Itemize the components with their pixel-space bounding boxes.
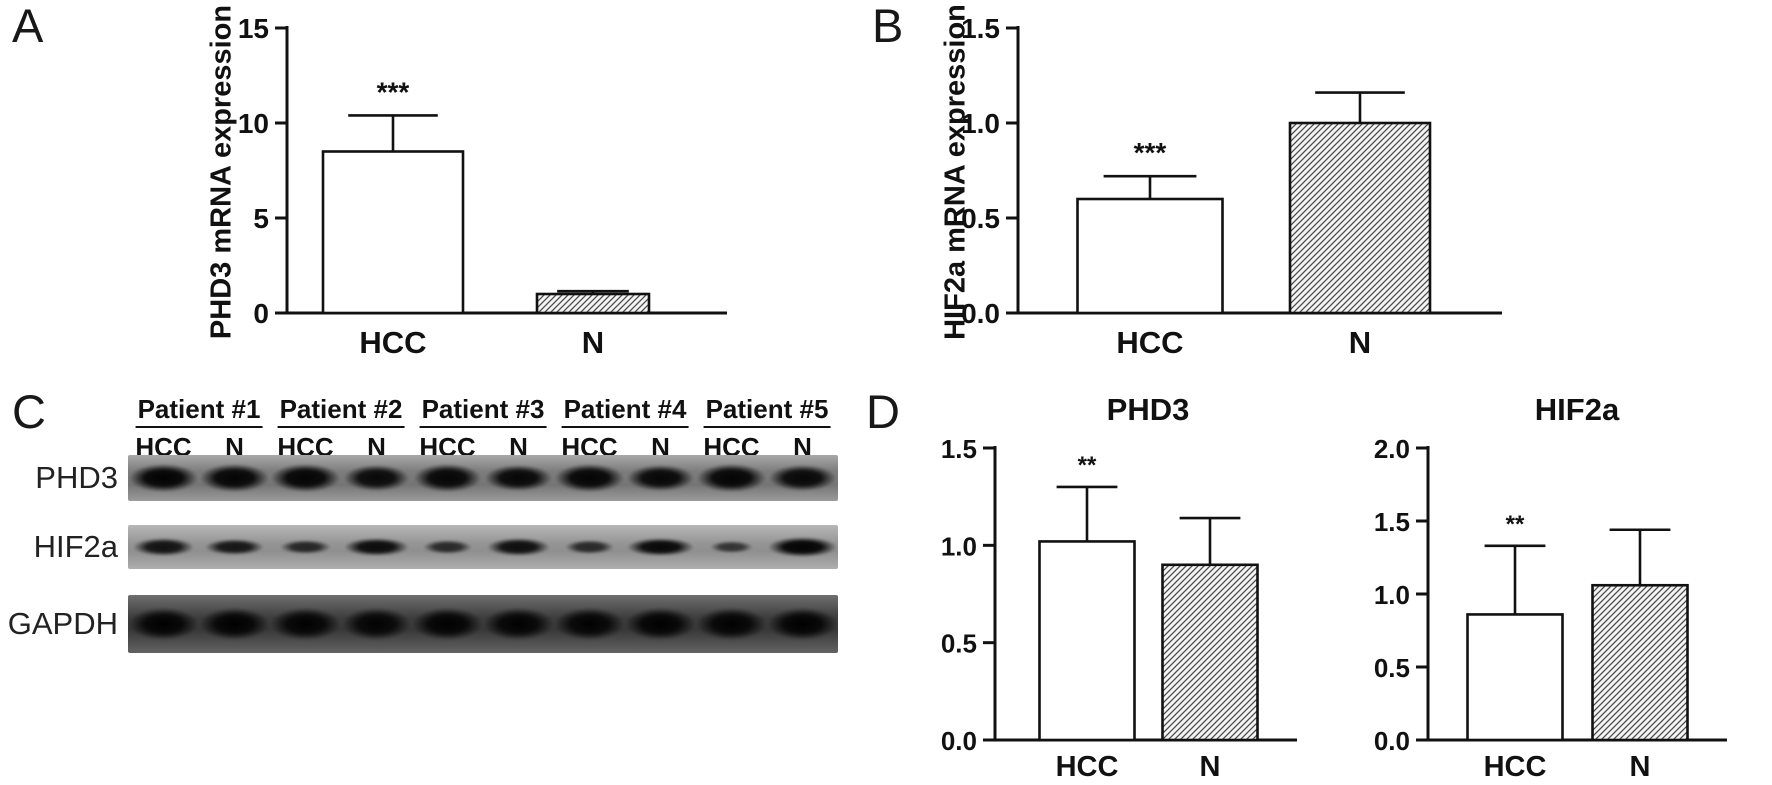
panel-c-letter: C [12, 385, 46, 438]
blot-band [627, 464, 694, 492]
blot-band [565, 539, 614, 555]
svg-text:15: 15 [238, 13, 269, 44]
svg-text:0.0: 0.0 [961, 298, 1000, 329]
blot-patient-label: Patient #3 [419, 394, 547, 428]
blot-band [554, 608, 625, 640]
panel-a-letter: A [12, 0, 44, 52]
svg-text:2.0: 2.0 [1374, 434, 1410, 464]
svg-text:**: ** [1506, 511, 1525, 538]
svg-text:1.5: 1.5 [961, 13, 1000, 44]
blot-band [485, 464, 552, 492]
blot-band [423, 539, 472, 555]
blot-band [132, 538, 195, 556]
blot-band [413, 464, 482, 492]
blot-band [626, 537, 695, 557]
blot-patient-label: Patient #1 [135, 394, 263, 428]
blot-band [484, 608, 553, 640]
panel-b-bar-chart: 0.0 0.5 1.0 1.5 *** HCC N [961, 13, 1502, 360]
blot-band [555, 464, 624, 492]
svg-text:N: N [582, 325, 604, 360]
svg-text:***: *** [1134, 137, 1167, 168]
svg-text:N: N [1630, 751, 1651, 783]
svg-text:0: 0 [253, 298, 269, 329]
blot-band [342, 608, 411, 640]
blot-band [769, 464, 836, 492]
svg-text:***: *** [377, 76, 410, 107]
blot-strip-phd3 [128, 455, 838, 501]
svg-text:HCC: HCC [359, 325, 426, 360]
svg-text:1.0: 1.0 [1374, 580, 1410, 610]
blot-band [280, 539, 331, 555]
blot-strip-gapdh [128, 595, 838, 653]
blot-band [128, 607, 199, 641]
svg-text:1.5: 1.5 [941, 434, 977, 464]
panel-d-phd3-title: PHD3 [1106, 392, 1190, 427]
blot-patient-label: Patient #2 [277, 394, 405, 428]
svg-text:1.5: 1.5 [1374, 507, 1410, 537]
blot-band [200, 464, 269, 492]
svg-text:N: N [1349, 325, 1371, 360]
svg-text:1.0: 1.0 [961, 108, 1000, 139]
panel-d-hif2a-bar-chart: 0.0 0.5 1.0 1.5 2.0 ** HCC N [1374, 434, 1727, 783]
svg-text:HCC: HCC [1056, 751, 1119, 783]
blot-band [204, 538, 265, 556]
blot-band [486, 538, 551, 556]
svg-text:0.0: 0.0 [941, 726, 977, 756]
blot-patient-label: Patient #4 [561, 394, 689, 428]
blot-strip-hif2a [128, 525, 838, 569]
blot-band [271, 608, 340, 640]
blot-band [625, 607, 696, 641]
blot-band [710, 540, 753, 554]
svg-text:1.0: 1.0 [941, 531, 977, 561]
svg-text:HCC: HCC [1116, 325, 1183, 360]
svg-text:0.5: 0.5 [1374, 653, 1410, 683]
blot-row-label-gapdh: GAPDH [7, 606, 118, 641]
blot-band [270, 464, 341, 492]
svg-text:0.5: 0.5 [961, 203, 1000, 234]
blot-band [343, 464, 410, 492]
blot-band [343, 537, 410, 557]
blot-row-label-phd3: PHD3 [35, 460, 118, 495]
blot-band [412, 607, 483, 641]
svg-text:0.5: 0.5 [941, 629, 977, 659]
blot-band [697, 608, 766, 640]
blot-row-label-hif2a: HIF2a [33, 529, 118, 564]
blot-band [128, 464, 199, 492]
blot-panel: Patient #1 HCC N Patient #2 HCC N Patient #3 HC… [0, 388, 880, 688]
blot-band [696, 464, 767, 492]
panel-b-letter: B [872, 0, 904, 52]
svg-text:10: 10 [238, 108, 269, 139]
panel-a-bar-chart: 0 5 10 15 *** HCC N [238, 13, 727, 360]
blot-band [767, 537, 838, 557]
panel-d-hif2a-title: HIF2a [1534, 392, 1620, 427]
svg-text:5: 5 [253, 203, 269, 234]
blot-patient-label: Patient #5 [703, 394, 831, 428]
svg-text:0.0: 0.0 [1374, 726, 1410, 756]
panel-d-phd3-bar-chart: 0.0 0.5 1.0 1.5 ** HCC N [941, 434, 1297, 783]
svg-text:**: ** [1078, 452, 1097, 479]
blot-band [199, 607, 270, 641]
svg-text:N: N [1200, 751, 1221, 783]
svg-text:HCC: HCC [1484, 751, 1547, 783]
panel-d-letter: D [866, 385, 900, 438]
blot-band [767, 607, 838, 641]
